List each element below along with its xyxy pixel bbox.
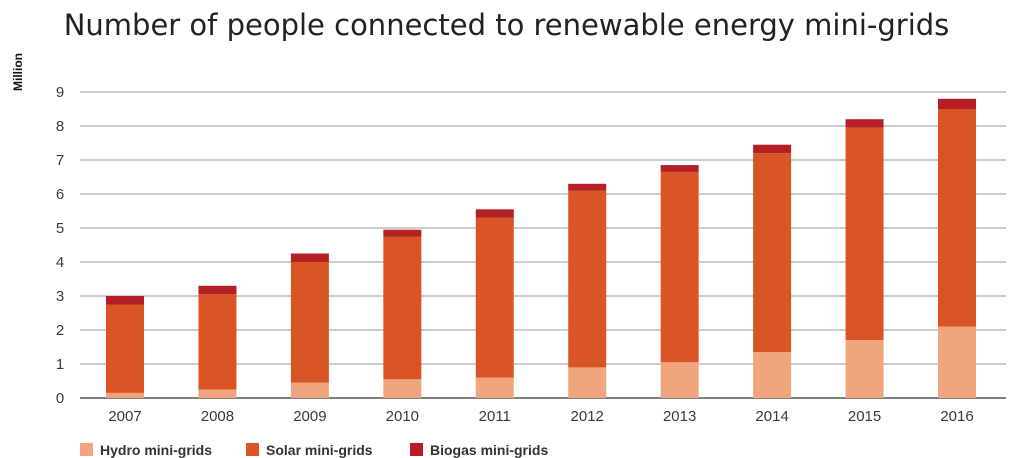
- bar-segment-2007-biogas: [106, 296, 144, 305]
- x-tick-label: 2007: [108, 408, 141, 425]
- bar-segment-2015-biogas: [845, 119, 884, 128]
- bar-segment-2011-hydro: [475, 377, 514, 398]
- bar-segment-2008-biogas: [198, 285, 237, 295]
- bar-segment-2016-solar: [938, 109, 976, 327]
- y-axis-ticks: 0 1 2 3 4 5 6 7 8 9: [56, 84, 64, 407]
- x-tick-label: 2008: [201, 408, 234, 425]
- x-tick-label: 2009: [293, 408, 326, 425]
- legend-swatch: [80, 443, 93, 456]
- bar-segment-2016-biogas: [938, 98, 976, 109]
- x-tick-label: 2014: [755, 408, 788, 425]
- bars: [106, 98, 976, 398]
- bar-segment-2010-solar: [383, 236, 422, 380]
- bar-segment-2012-biogas: [568, 183, 607, 191]
- y-tick-label: 9: [56, 84, 64, 101]
- x-tick-label: 2011: [479, 408, 511, 425]
- bar-segment-2008-hydro: [198, 389, 237, 398]
- bar-segment-2013-hydro: [660, 362, 699, 398]
- bar-segment-2010-biogas: [383, 229, 422, 237]
- bar-segment-2008-solar: [198, 294, 237, 390]
- bar-segment-2007-solar: [106, 304, 144, 393]
- bar-segment-2009-solar: [290, 262, 329, 383]
- bar-segment-2014-solar: [753, 153, 792, 353]
- x-tick-label: 2016: [940, 408, 973, 425]
- y-tick-label: 7: [56, 152, 64, 169]
- y-tick-label: 3: [56, 288, 64, 305]
- legend-swatch: [410, 443, 423, 456]
- x-tick-label: 2012: [571, 408, 604, 425]
- y-tick-label: 4: [56, 254, 64, 271]
- bar-segment-2014-hydro: [753, 352, 792, 398]
- legend-entry-label: Biogas mini-grids: [430, 442, 548, 458]
- legend: Hydro mini-grids Solar mini-grids Biogas m…: [80, 442, 548, 458]
- y-tick-label: 2: [56, 322, 64, 339]
- bar-segment-2010-hydro: [383, 379, 422, 398]
- bar-segment-2011-biogas: [475, 209, 514, 218]
- x-tick-label: 2013: [663, 408, 696, 425]
- y-axis-label: Million: [11, 53, 25, 91]
- bar-segment-2012-solar: [568, 190, 607, 368]
- x-tick-label: 2010: [386, 408, 419, 425]
- y-tick-label: 0: [56, 390, 64, 407]
- chart-title: Number of people connected to renewable …: [63, 8, 950, 42]
- y-tick-label: 5: [56, 220, 64, 237]
- bar-segment-2013-biogas: [660, 165, 699, 172]
- bar-segment-2007-hydro: [106, 392, 144, 398]
- legend-swatch: [246, 443, 259, 456]
- y-tick-label: 8: [56, 118, 64, 135]
- bar-segment-2009-hydro: [290, 382, 329, 398]
- bar-segment-2012-hydro: [568, 367, 607, 398]
- bar-segment-2009-biogas: [290, 253, 329, 262]
- bar-segment-2016-hydro: [938, 326, 976, 398]
- bar-segment-2011-solar: [475, 217, 514, 378]
- y-tick-label: 6: [56, 186, 64, 203]
- x-tick-label: 2015: [848, 408, 881, 425]
- bar-segment-2015-hydro: [845, 340, 884, 398]
- legend-entry-label: Hydro mini-grids: [100, 442, 212, 458]
- legend-entry-label: Solar mini-grids: [266, 442, 373, 458]
- y-tick-label: 1: [56, 356, 64, 373]
- bar-segment-2013-solar: [660, 171, 699, 363]
- bar-segment-2014-biogas: [753, 144, 792, 154]
- bar-segment-2015-solar: [845, 127, 884, 341]
- x-axis-ticks: 2007 2008 2009 2010 2011 2012 2013 2014 2015 2016: [108, 408, 973, 425]
